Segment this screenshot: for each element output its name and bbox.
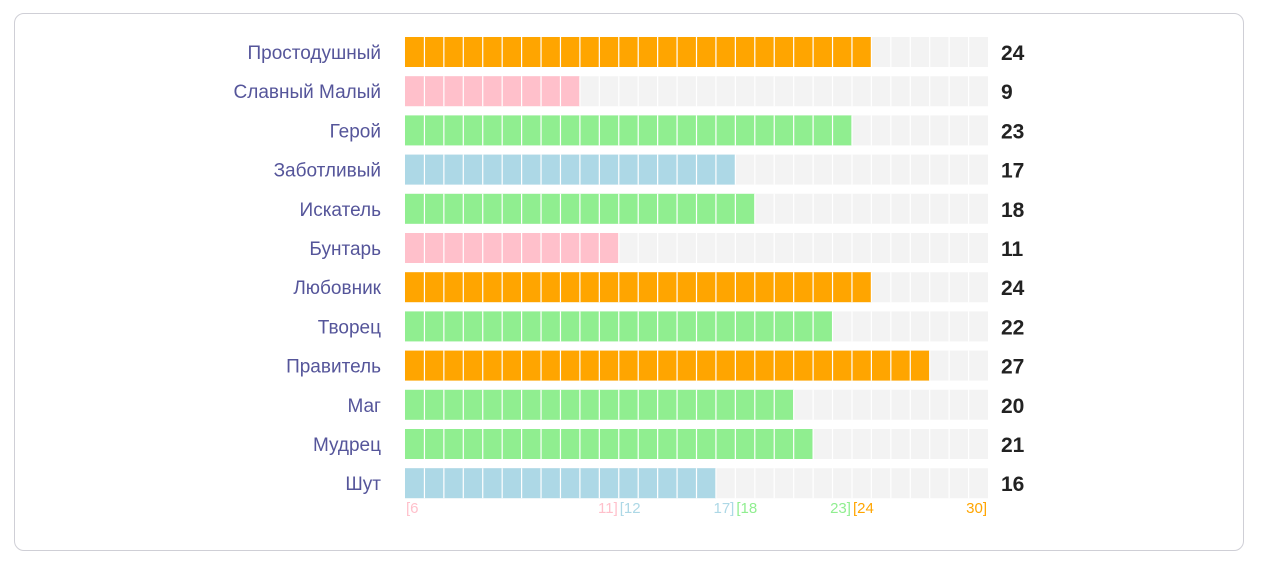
bar-row: Мудрец 21 bbox=[313, 429, 1025, 459]
value-label: 16 bbox=[1001, 473, 1024, 496]
bar-row: Заботливый 17 bbox=[274, 154, 1024, 185]
band-start-label: [24 bbox=[853, 500, 874, 517]
value-label: 9 bbox=[1001, 81, 1013, 104]
category-label: Творец bbox=[318, 317, 381, 338]
bar-row: Бунтарь 11 bbox=[309, 233, 1024, 263]
bar-row: Искатель 18 bbox=[300, 193, 1025, 224]
value-label: 24 bbox=[1001, 42, 1025, 65]
bar bbox=[405, 350, 930, 381]
band-start-label: [18 bbox=[736, 500, 757, 517]
bar bbox=[405, 233, 619, 263]
value-label: 27 bbox=[1001, 356, 1024, 379]
bar bbox=[405, 115, 852, 146]
value-label: 22 bbox=[1001, 316, 1024, 339]
bar bbox=[405, 429, 814, 459]
category-label: Заботливый bbox=[274, 161, 381, 182]
category-label: Маг bbox=[347, 396, 381, 417]
bar-row: Любовник 24 bbox=[293, 272, 1025, 303]
category-label: Простодушный bbox=[247, 43, 381, 64]
scale-labels: [6 11] [12 17] [18 23] [24 30] bbox=[406, 500, 987, 517]
band-end-label: 30] bbox=[966, 500, 987, 517]
bar-row: Славный Малый 9 bbox=[234, 76, 1013, 107]
band-end-label: 23] bbox=[830, 500, 851, 517]
bar-row: Герой 23 bbox=[330, 115, 1024, 146]
category-label: Герой bbox=[330, 121, 381, 142]
bar-row: Правитель 27 bbox=[286, 350, 1024, 381]
bar bbox=[405, 76, 580, 107]
category-label: Славный Малый bbox=[234, 82, 381, 103]
band-start-label: [12 bbox=[620, 500, 641, 517]
bar-row: Творец 22 bbox=[318, 311, 1024, 342]
bar-row: Шут 16 bbox=[345, 468, 1024, 499]
value-label: 11 bbox=[1001, 238, 1024, 261]
band-end-label: 11] bbox=[598, 500, 618, 517]
value-label: 21 bbox=[1001, 434, 1025, 457]
category-label: Мудрец bbox=[313, 435, 381, 456]
category-label: Бунтарь bbox=[309, 239, 381, 260]
category-label: Любовник bbox=[293, 278, 381, 299]
category-label: Правитель bbox=[286, 357, 381, 378]
category-label: Искатель bbox=[300, 200, 382, 221]
band-end-label: 17] bbox=[714, 500, 735, 517]
value-label: 24 bbox=[1001, 277, 1025, 300]
value-label: 18 bbox=[1001, 199, 1025, 222]
bar-row: Маг 20 bbox=[347, 389, 1024, 420]
bar-rows: Простодушный 24 Славный Малый 9 Герой 23 Забот… bbox=[234, 37, 1025, 499]
value-label: 23 bbox=[1001, 120, 1024, 143]
value-label: 20 bbox=[1001, 395, 1024, 418]
bar bbox=[405, 154, 736, 185]
category-label: Шут bbox=[345, 474, 381, 495]
bar-row: Простодушный 24 bbox=[247, 37, 1025, 67]
band-start-label: [6 bbox=[406, 500, 419, 517]
value-label: 17 bbox=[1001, 160, 1024, 183]
